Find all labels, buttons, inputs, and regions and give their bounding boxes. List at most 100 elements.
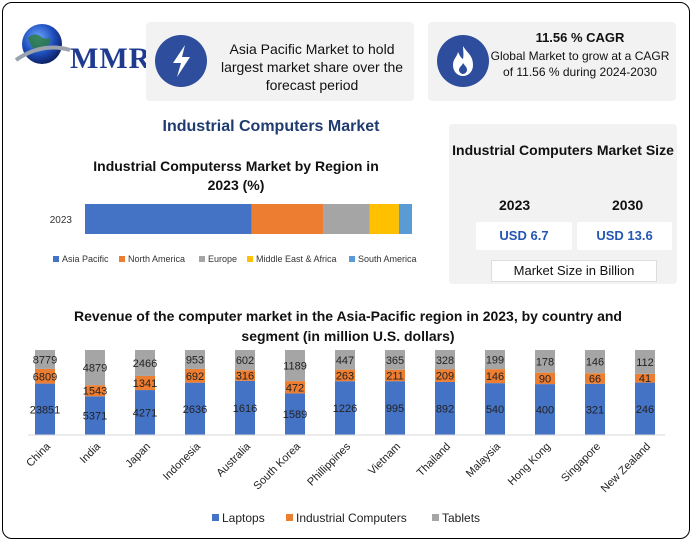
country-data-label: 146 — [486, 371, 504, 383]
country-tick-label: New Zealand — [599, 441, 653, 495]
country-bar-segment — [335, 350, 355, 370]
country-bar-segment — [185, 350, 205, 369]
country-bar-segment — [235, 380, 255, 435]
unit-label: Market Size in Billion — [491, 260, 657, 282]
country-chart-title: Revenue of the computer market in the As… — [74, 308, 622, 344]
country-bar-segment — [485, 369, 505, 384]
country-tick-label: China — [24, 440, 53, 469]
highlight-card-asia-pacific: Asia Pacific Market to hold largest mark… — [146, 22, 414, 101]
country-tick-label: Hong Kong — [506, 441, 553, 488]
legend-label: Industrial Computers — [296, 511, 407, 525]
country-data-label: 178 — [536, 356, 554, 368]
region-bar-segment — [85, 204, 252, 234]
country-data-label: 1341 — [133, 378, 157, 390]
country-data-label: 472 — [286, 382, 304, 394]
country-data-label: 540 — [486, 404, 504, 416]
legend-label: Tablets — [442, 511, 480, 525]
country-bar-segment — [335, 369, 355, 382]
region-bar-segment — [369, 204, 399, 234]
country-bar-segment — [485, 383, 505, 435]
legend-label: Laptops — [222, 511, 265, 525]
country-bar-segment — [335, 381, 355, 435]
legend-swatch — [119, 256, 125, 262]
country-data-label: 1226 — [333, 403, 357, 415]
country-tick-label: Indonesia — [161, 440, 204, 483]
country-data-label: 321 — [586, 404, 604, 416]
country-bar-segment — [385, 369, 405, 382]
value-2023: USD 6.7 — [476, 222, 572, 250]
country-tick-label: Singapore — [559, 441, 603, 485]
legend-swatch — [432, 514, 439, 521]
country-data-label: 23851 — [30, 404, 61, 416]
country-bar-segment — [435, 350, 455, 370]
market-size-card: Industrial Computers Market Size 2023 20… — [449, 124, 677, 284]
highlight-text: Asia Pacific Market to hold largest mark… — [220, 41, 404, 93]
country-bar-segment — [185, 368, 205, 383]
country-bar-segment — [435, 381, 455, 435]
country-tick-label: Vietnam — [366, 441, 403, 478]
legend-swatch — [199, 256, 205, 262]
region-bar-segment — [251, 204, 324, 234]
region-chart-title: Industrial Computerss Market by Region i… — [93, 158, 379, 193]
country-bar-segment — [535, 350, 555, 373]
country-data-label: 1543 — [83, 386, 107, 398]
mmr-logo: MMR — [12, 20, 150, 80]
country-tick-label: India — [78, 440, 104, 466]
country-bar-segment — [635, 382, 655, 435]
country-data-label: 1589 — [283, 409, 307, 421]
country-data-label: 4879 — [83, 363, 107, 375]
country-data-label: 263 — [336, 370, 354, 382]
legend-swatch — [212, 514, 219, 521]
country-bar-segment — [535, 372, 555, 385]
country-data-label: 692 — [186, 371, 204, 383]
country-bar-segment — [85, 385, 105, 397]
country-data-label: 892 — [436, 403, 454, 415]
country-tick-label: South Korea — [251, 440, 303, 492]
country-bar-segment — [635, 373, 655, 383]
country-bar-segment — [135, 350, 155, 376]
country-data-label: 447 — [336, 355, 354, 367]
legend-swatch — [349, 256, 355, 262]
country-data-label: 211 — [386, 370, 404, 382]
country-bar-segment — [535, 384, 555, 435]
country-data-label: 1616 — [233, 403, 257, 415]
country-data-label: 995 — [386, 403, 404, 415]
country-bar-segment — [185, 382, 205, 435]
country-data-label: 66 — [589, 374, 601, 386]
legend-swatch — [286, 514, 293, 521]
country-bar-segment — [35, 383, 55, 435]
country-data-label: 316 — [236, 370, 254, 382]
region-bar-segment — [398, 204, 412, 234]
highlight-card-cagr: 11.56 % CAGR Global Market to grow at a … — [428, 22, 676, 101]
year-2023-label: 2023 — [499, 197, 531, 213]
legend-swatch — [247, 256, 253, 262]
page-title: Industrial Computers Market — [162, 118, 380, 135]
country-data-label: 112 — [636, 357, 654, 369]
country-data-label: 602 — [236, 355, 254, 367]
cagr-title: 11.56 % CAGR — [535, 30, 625, 45]
legend-label: North America — [128, 254, 185, 264]
country-data-label: 209 — [436, 371, 454, 383]
country-data-label: 2466 — [133, 358, 157, 370]
region-y-tick-label: 2023 — [50, 215, 73, 226]
lightning-bolt-icon — [155, 35, 207, 87]
country-bar-segment — [85, 350, 105, 386]
country-data-label: 2636 — [183, 404, 207, 416]
country-bar-segment — [235, 370, 255, 381]
country-data-label: 8779 — [33, 354, 57, 366]
legend-label: Middle East & Africa — [256, 254, 337, 264]
country-data-label: 4271 — [133, 408, 157, 420]
cagr-text: Global Market to grow at a CAGR of 11.56… — [490, 49, 670, 79]
country-bar-segment — [585, 383, 605, 435]
country-data-label: 328 — [436, 355, 454, 367]
brand-name: MMR — [70, 42, 152, 75]
country-bar-segment — [385, 350, 405, 370]
country-tick-label: Australia — [214, 440, 253, 479]
country-data-label: 41 — [639, 373, 651, 385]
country-data-label: 365 — [386, 355, 404, 367]
country-bar-segment — [435, 369, 455, 382]
country-bar-segment — [585, 350, 605, 374]
value-2030: USD 13.6 — [577, 222, 672, 250]
globe-icon — [14, 24, 71, 64]
